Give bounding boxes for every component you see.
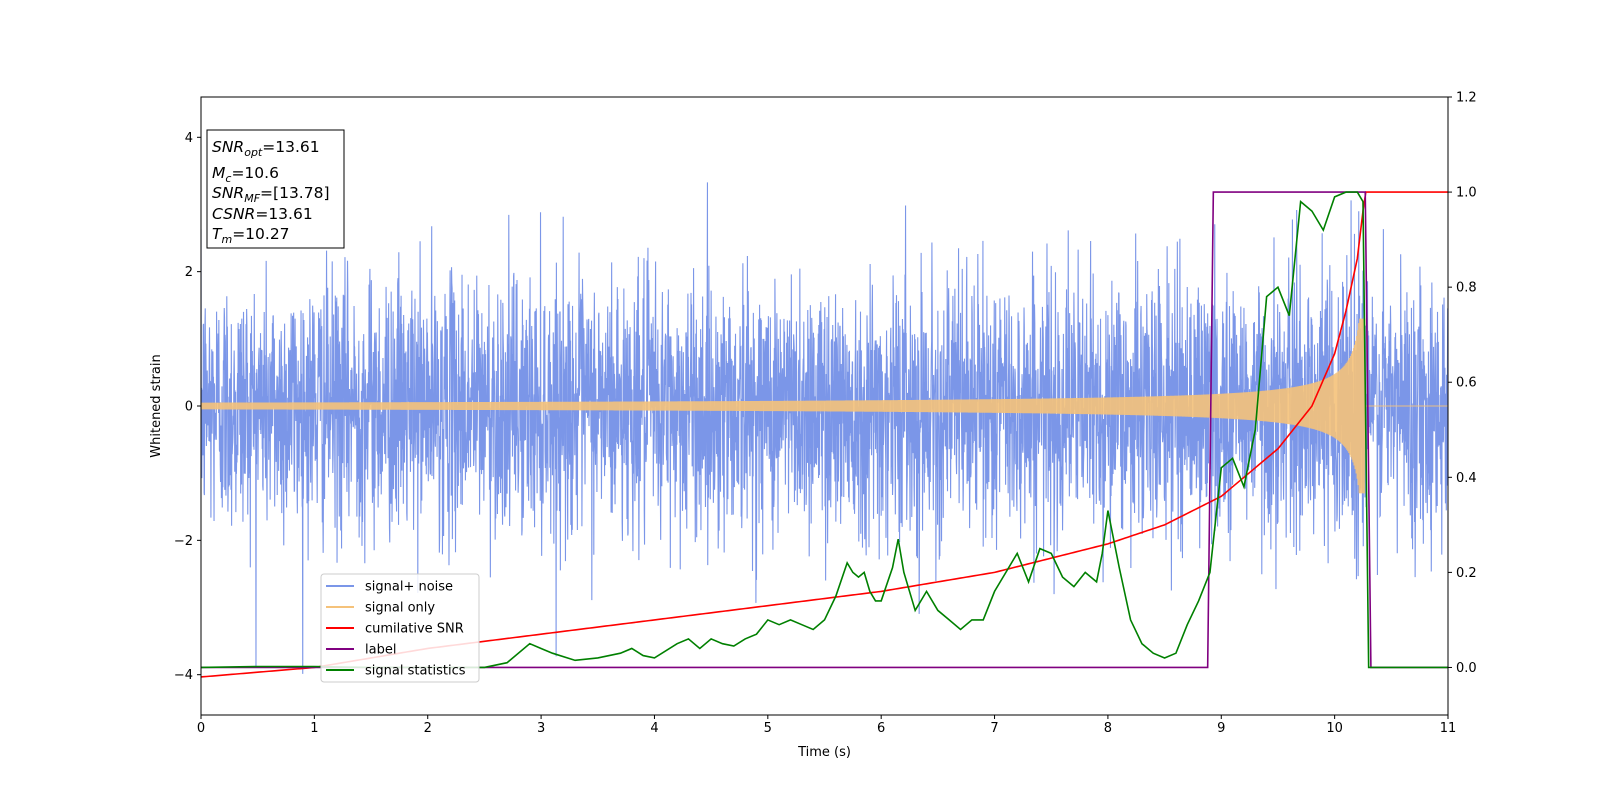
annotation-frame <box>206 129 345 249</box>
y-right-tick-label: 1.0 <box>1456 186 1477 201</box>
y-left-tick-label: 4 <box>185 131 193 146</box>
x-tick-label: 3 <box>537 721 545 736</box>
legend: signal+ noise signal only cumilative SNR la… <box>320 573 480 683</box>
y-right-tick-label: 0.8 <box>1456 281 1477 296</box>
ticks: 0 1 2 3 4 5 6 7 8 9 10 11 −4 −2 0 2 4 0.0 0.2 0.4 0.6 0.8 1.0 1… <box>174 91 1477 737</box>
x-tick-label: 10 <box>1326 721 1343 736</box>
series-signal-only <box>201 318 1448 494</box>
x-tick-label: 11 <box>1440 721 1457 736</box>
legend-label: label <box>365 643 396 658</box>
x-tick-label: 2 <box>424 721 432 736</box>
x-tick-label: 0 <box>197 721 205 736</box>
y-right-tick-label: 0.0 <box>1456 661 1477 676</box>
y-right-tick-label: 1.2 <box>1456 91 1477 106</box>
annotation-line: Tm=10.27 <box>212 225 290 246</box>
y-left-tick-label: 0 <box>185 400 193 415</box>
x-tick-label: 7 <box>990 721 998 736</box>
annotation-line: SNRMF=[13.78] <box>212 184 330 205</box>
y-left-tick-label: −4 <box>174 668 193 683</box>
y-left-tick-label: −2 <box>174 534 193 549</box>
x-tick-label: 6 <box>877 721 885 736</box>
x-tick-label: 1 <box>310 721 318 736</box>
x-tick-label: 4 <box>650 721 658 736</box>
y-right-tick-label: 0.6 <box>1456 376 1477 391</box>
legend-label: cumilative SNR <box>365 622 464 637</box>
y-right-tick-label: 0.2 <box>1456 566 1477 581</box>
y-left-tick-label: 2 <box>185 265 193 280</box>
legend-label: signal+ noise <box>365 580 453 595</box>
legend-label: signal only <box>365 601 435 616</box>
x-axis-label: Time (s) <box>797 745 851 760</box>
legend-frame <box>320 573 480 683</box>
series-signal-statistics <box>201 191 1448 669</box>
x-tick-label: 8 <box>1104 721 1112 736</box>
annotation-line: SNRopt=13.61 <box>212 138 320 159</box>
x-tick-label: 5 <box>764 721 772 736</box>
annotation-line: CSNR=13.61 <box>212 205 313 223</box>
annotation-box: SNRopt=13.61 Mc=10.6SNRMF=[13.78]CSNR=13.… <box>206 129 345 249</box>
y-axis-label: Whitened strain <box>149 354 164 457</box>
y-right-tick-label: 0.4 <box>1456 471 1477 486</box>
legend-label: signal statistics <box>365 664 466 679</box>
annotation-line: Mc=10.6 <box>212 164 279 185</box>
x-tick-label: 9 <box>1217 721 1225 736</box>
